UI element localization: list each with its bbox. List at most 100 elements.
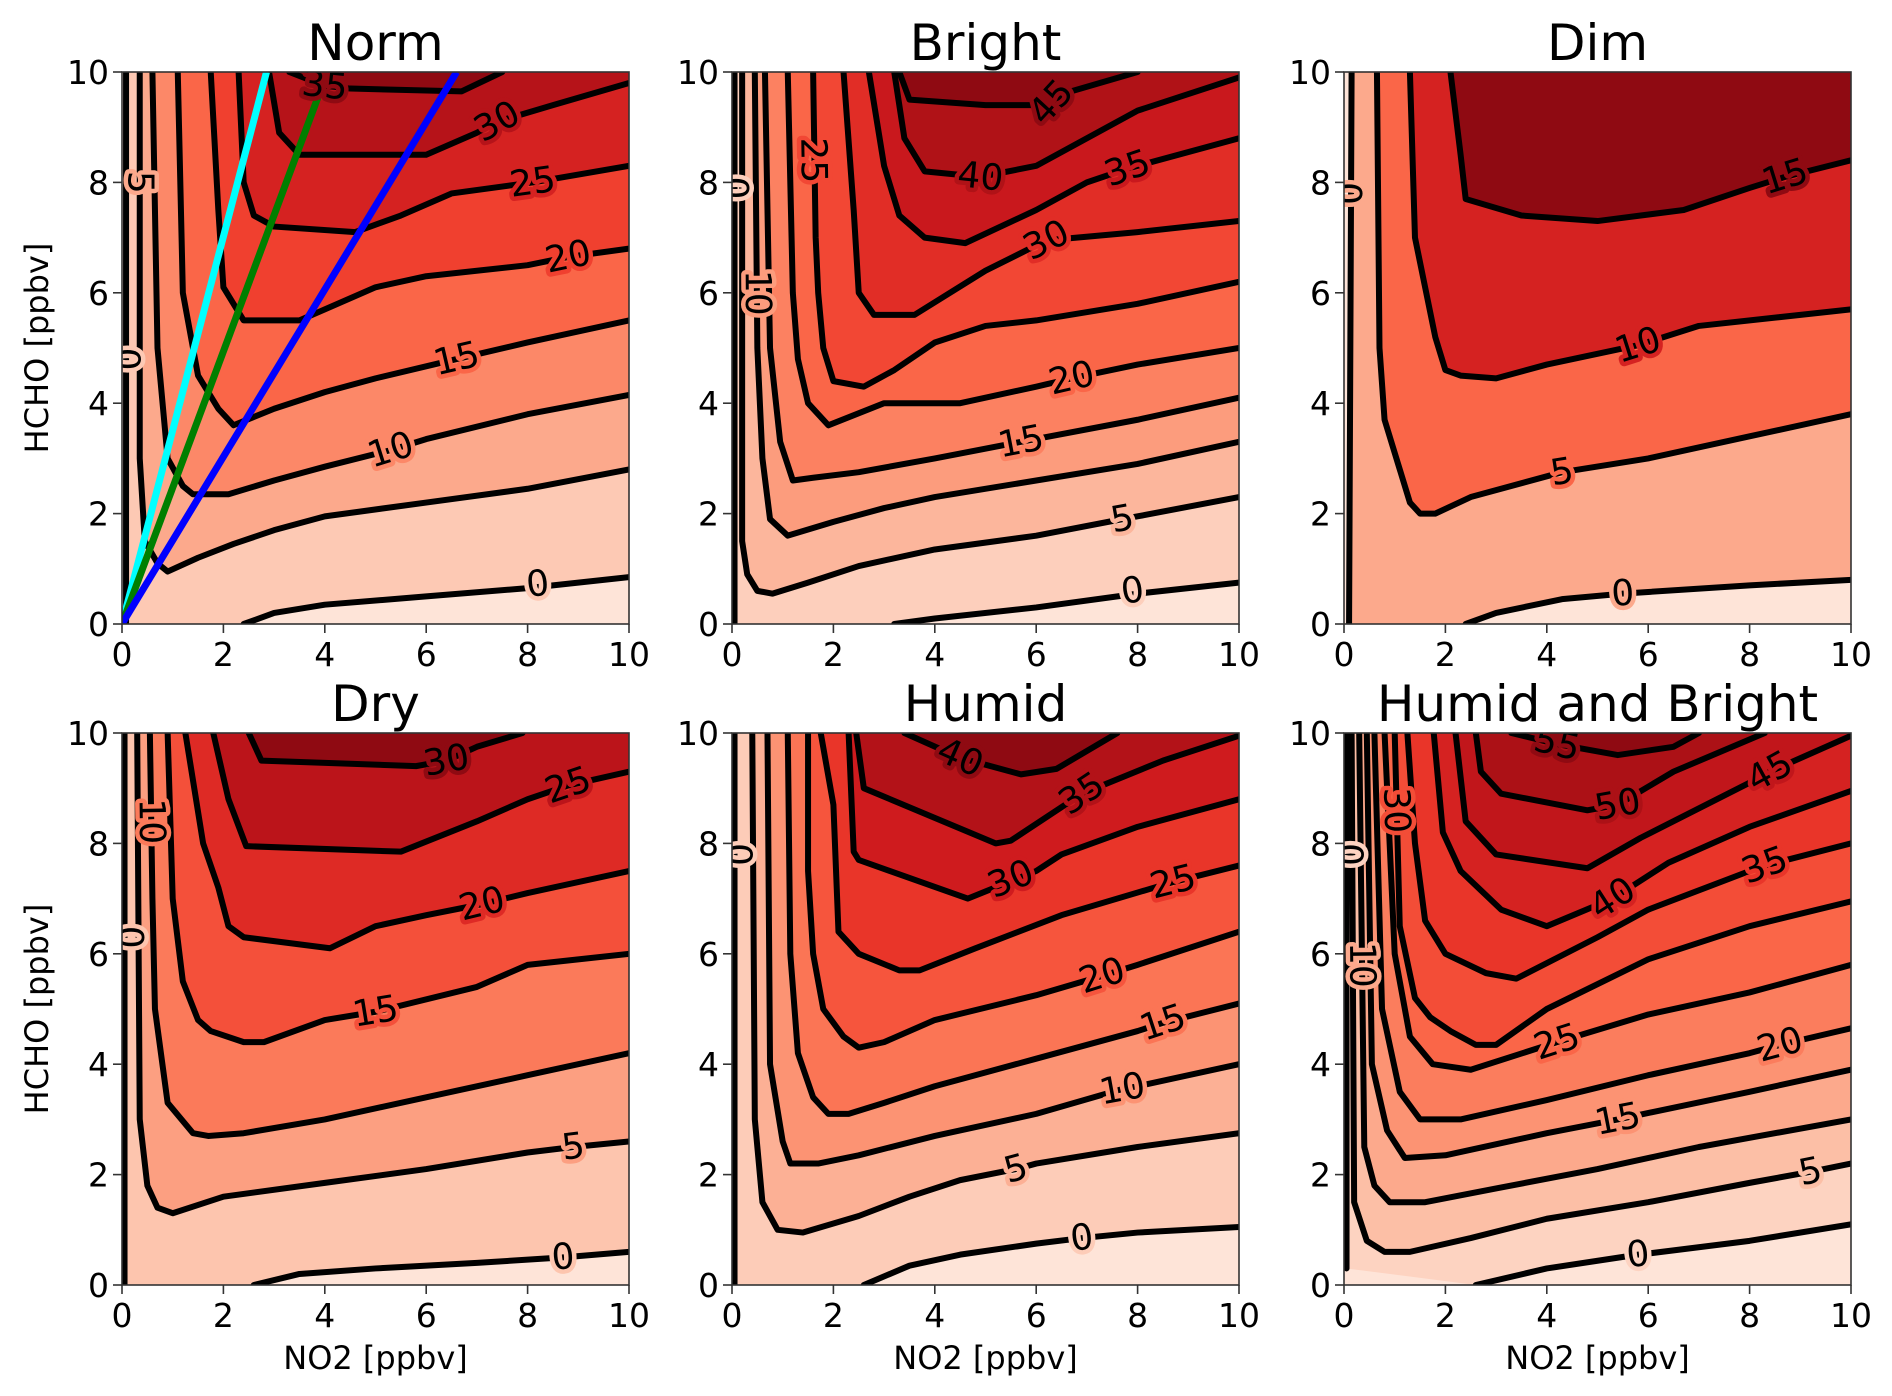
y-tick-label: 0	[1310, 605, 1331, 644]
y-tick-label: 10	[1289, 53, 1331, 92]
y-tick-label: 4	[698, 1045, 719, 1084]
contour-label: 0	[550, 1236, 576, 1279]
y-tick-label: 4	[698, 384, 719, 423]
band-fill	[856, 733, 1239, 844]
y-tick-label: 8	[1310, 163, 1331, 202]
contour-label: 50	[1592, 780, 1644, 829]
y-tick-label: 0	[88, 1266, 109, 1305]
contour-line-20	[1371, 733, 1851, 1123]
axes-frame	[731, 732, 1240, 1286]
y-tick-label: 10	[677, 53, 719, 92]
x-tick-label: 4	[1536, 1296, 1557, 1335]
y-tick-label: 8	[1310, 824, 1331, 863]
contour-label: 0	[524, 563, 551, 606]
contour-line-40	[901, 733, 1121, 778]
x-axis-label: NO2 [ppbv]	[283, 1339, 468, 1377]
contour-line-40	[891, 72, 1239, 180]
x-tick-label: 8	[517, 635, 538, 674]
contour-label: 10	[737, 270, 778, 316]
contour-line-0	[1462, 576, 1851, 624]
panel-title: Bright	[910, 14, 1062, 72]
contour-line-5	[1373, 72, 1851, 517]
panel-title: Dim	[1547, 14, 1648, 72]
panel-title: Norm	[307, 14, 443, 72]
contour-label: 0	[1330, 182, 1371, 205]
y-axis-label: HCHO [ppbv]	[18, 904, 56, 1115]
contour-label: 40	[956, 154, 1006, 199]
ratio-line	[122, 72, 331, 624]
x-tick-label: 8	[1739, 635, 1760, 674]
contour-line-25	[235, 72, 629, 236]
y-tick-label: 2	[1310, 1156, 1331, 1195]
x-tick-label: 0	[722, 1296, 743, 1335]
x-tick-label: 8	[517, 1296, 538, 1335]
x-tick-label: 4	[314, 635, 335, 674]
contour-line-55	[1508, 733, 1702, 759]
x-tick-label: 6	[416, 635, 437, 674]
contour-line-5	[739, 72, 1239, 597]
y-tick-label: 0	[1310, 1266, 1331, 1305]
x-tick-label: 2	[823, 1296, 844, 1335]
contour-label: 0	[1624, 1233, 1651, 1276]
contour-label: 15	[995, 417, 1048, 466]
x-tick-label: 8	[1739, 1296, 1760, 1335]
contour-line-25	[210, 733, 629, 855]
contour-line-20	[182, 733, 629, 952]
y-tick-label: 4	[1310, 1045, 1331, 1084]
x-tick-label: 2	[213, 1296, 234, 1335]
contour-line-0	[891, 579, 1239, 624]
x-tick-label: 8	[1127, 635, 1148, 674]
contour-line-5	[749, 733, 1239, 1236]
x-tick-label: 10	[1830, 1296, 1872, 1335]
axes-frame	[731, 71, 1240, 625]
contour-line-10	[764, 733, 1239, 1167]
contour-line-35	[286, 72, 506, 95]
band-fill	[248, 733, 523, 767]
contour-label: 30	[1375, 787, 1417, 834]
x-tick-label: 6	[1026, 1296, 1047, 1335]
y-tick-label: 6	[88, 274, 109, 313]
y-tick-label: 4	[88, 1045, 109, 1084]
contour-line-25	[810, 72, 1239, 390]
contour-line-10	[1406, 72, 1851, 382]
contour-line-10	[751, 72, 1239, 539]
x-tick-label: 0	[722, 635, 743, 674]
contour-line-40	[1430, 733, 1851, 930]
y-tick-label: 2	[88, 1156, 109, 1195]
x-tick-label: 2	[213, 635, 234, 674]
contour-label: 0	[1329, 843, 1370, 866]
contour-line-15	[784, 733, 1239, 1117]
x-tick-label: 8	[1127, 1296, 1148, 1335]
contour-line-15	[1447, 72, 1851, 225]
band-fill	[269, 72, 629, 155]
contour-label: 10	[1341, 942, 1383, 988]
panel-title: Dry	[331, 675, 420, 733]
contour-line-0	[250, 1248, 629, 1285]
contour-label: 25	[792, 137, 834, 183]
contour-label: 0	[1610, 572, 1636, 614]
contour-line-45	[1452, 733, 1851, 872]
y-tick-label: 0	[88, 605, 109, 644]
contour-line-45	[896, 72, 1141, 109]
x-tick-label: 0	[1334, 635, 1355, 674]
x-tick-label: 0	[1334, 1296, 1355, 1335]
axes-frame	[1343, 732, 1852, 1286]
y-tick-label: 6	[88, 935, 109, 974]
contour-line-10	[149, 72, 629, 498]
y-tick-label: 4	[88, 384, 109, 423]
band-fill	[1475, 733, 1765, 811]
axes-frame	[121, 71, 630, 625]
x-tick-label: 6	[416, 1296, 437, 1335]
contour-line-0	[860, 1224, 1239, 1285]
x-tick-label: 10	[608, 635, 650, 674]
y-tick-label: 10	[67, 53, 109, 92]
contour-line-15	[761, 72, 1239, 484]
contour-label: 0	[109, 926, 150, 949]
contour-line-25	[817, 733, 1239, 974]
x-tick-label: 2	[1435, 1296, 1456, 1335]
